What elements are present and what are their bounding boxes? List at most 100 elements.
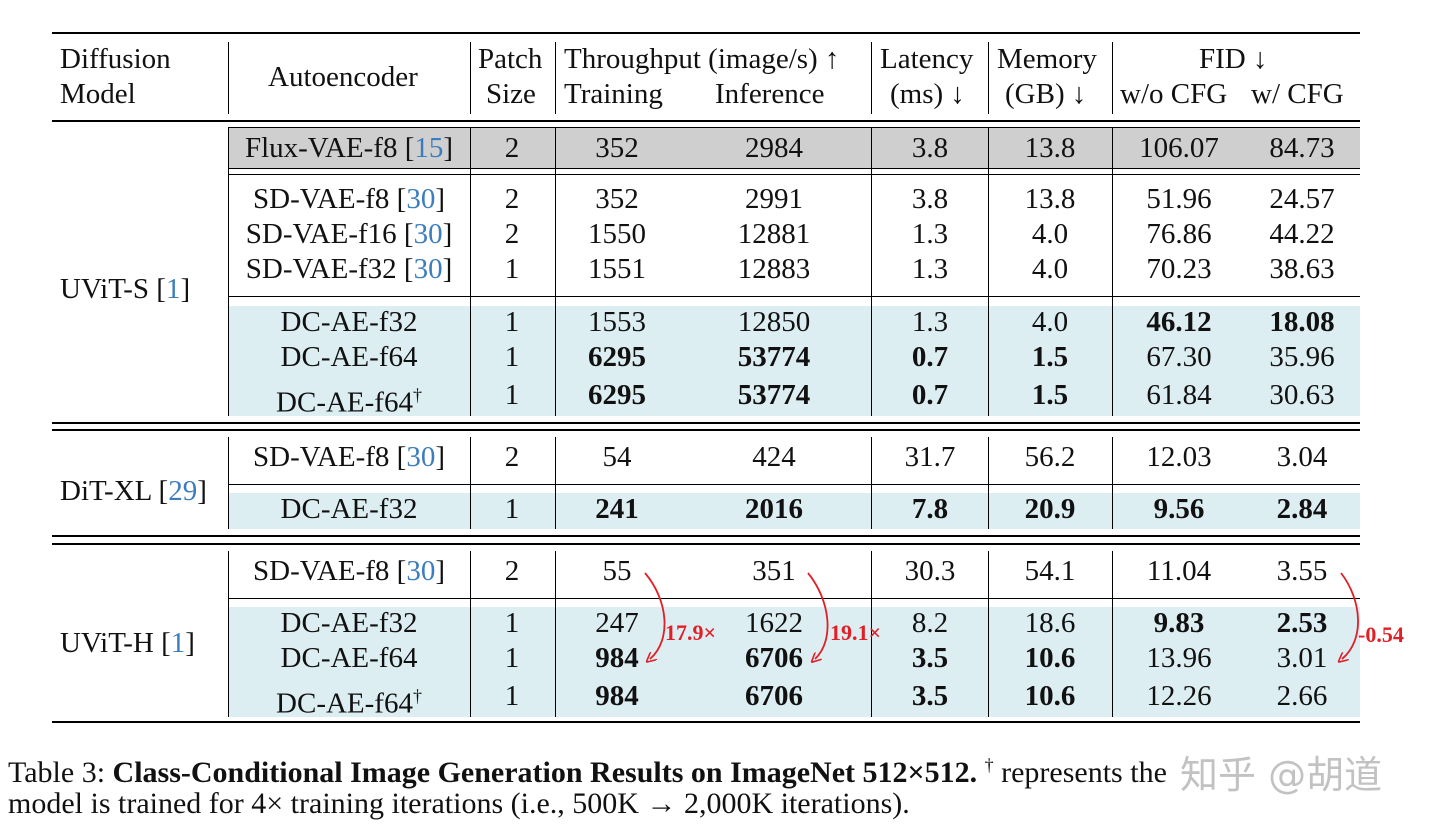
fid-w-cell: 24.57	[1269, 183, 1335, 215]
autoencoder-cell: DC-AE-f64†	[276, 377, 422, 421]
header-autoencoder: Autoencoder	[268, 61, 418, 93]
citation-link[interactable]: 30	[413, 218, 443, 250]
mem-cell: 4.0	[1031, 218, 1069, 250]
header-rule	[52, 120, 1360, 122]
group-rule	[52, 535, 1360, 537]
mem-cell: 54.1	[1024, 555, 1076, 587]
autoencoder-name: DC-AE-f64	[280, 341, 418, 373]
patch-cell: 2	[504, 132, 520, 164]
infer-cell: 6706	[745, 680, 803, 712]
train-cell: 984	[595, 680, 639, 712]
autoencoder-name: SD-VAE-f32	[245, 253, 397, 285]
caption-title: Class-Conditional Image Generation Resul…	[112, 756, 978, 789]
autoencoder-cell: SD-VAE-f8 [30]	[253, 183, 445, 215]
header-fid: FID ↓	[1199, 43, 1268, 75]
mem-cell: 20.9	[1024, 493, 1076, 525]
citation-link[interactable]: 30	[406, 441, 436, 473]
header-latency: (ms) ↓	[890, 78, 965, 110]
patch-cell: 2	[504, 183, 520, 215]
autoencoder-cell: SD-VAE-f32 [30]	[245, 253, 453, 285]
autoencoder-cell: DC-AE-f64†	[276, 678, 422, 722]
lat-cell: 3.5	[911, 680, 949, 712]
mem-cell: 4.0	[1031, 253, 1069, 285]
caption-label: Table 3:	[8, 756, 106, 789]
patch-cell: 1	[504, 379, 520, 411]
patch-cell: 1	[504, 607, 520, 639]
infer-cell: 2016	[745, 493, 803, 525]
rule	[228, 296, 1360, 297]
header-inference: Inference	[715, 78, 825, 110]
fid-w-cell: 30.63	[1269, 379, 1335, 411]
fid-w-cell: 18.08	[1269, 306, 1335, 338]
fid-w-cell: 2.84	[1276, 493, 1328, 525]
autoencoder-cell: DC-AE-f64	[281, 339, 418, 375]
autoencoder-name: SD-VAE-f8	[253, 441, 390, 473]
mem-cell: 10.6	[1024, 680, 1076, 712]
training-speedup-arrow	[644, 572, 666, 659]
header-diffusion-model: Diffusion	[60, 43, 171, 75]
train-cell: 1551	[588, 253, 646, 285]
header-diffusion-model: Model	[60, 78, 136, 110]
infer-cell: 1622	[745, 607, 803, 639]
mem-cell: 13.8	[1024, 132, 1076, 164]
fid-w-cell: 3.04	[1276, 441, 1328, 473]
fid-w-cell: 3.01	[1276, 642, 1328, 674]
train-cell: 352	[595, 132, 639, 164]
autoencoder-cell: DC-AE-f32	[281, 304, 418, 340]
infer-cell: 351	[752, 555, 796, 587]
fid-wo-cell: 11.04	[1146, 555, 1212, 587]
header-latency: Latency	[880, 43, 974, 75]
autoencoder-cell: Flux-VAE-f8 [15]	[244, 132, 454, 164]
header-fid-w-cfg: w/ CFG	[1251, 78, 1344, 110]
citation-link[interactable]: 30	[406, 183, 436, 215]
header-patch-size: Size	[486, 78, 536, 110]
rule	[228, 168, 1360, 169]
fid-wo-cell: 46.12	[1146, 306, 1212, 338]
lat-cell: 0.7	[911, 341, 949, 373]
fid-wo-cell: 106.07	[1139, 132, 1219, 164]
citation-link[interactable]: 15	[414, 132, 444, 164]
patch-cell: 1	[504, 493, 520, 525]
infer-cell: 2991	[745, 183, 803, 215]
group-label-uvit-h: UViT-H [1]	[60, 627, 195, 659]
train-cell: 1553	[588, 306, 646, 338]
fid-w-cell: 35.96	[1269, 341, 1335, 373]
fid-wo-cell: 51.96	[1146, 183, 1212, 215]
inference-speedup-label: 19.1×	[830, 620, 882, 645]
patch-cell: 1	[504, 306, 520, 338]
train-cell: 247	[595, 607, 639, 639]
citation-link[interactable]: 30	[413, 253, 443, 285]
fid-delta-label: -0.54	[1358, 622, 1404, 647]
rule	[228, 174, 1360, 175]
caption-text: represents the	[1001, 756, 1167, 789]
fid-wo-cell: 67.30	[1146, 341, 1212, 373]
rule	[228, 598, 1360, 599]
fid-w-cell: 84.73	[1269, 132, 1335, 164]
train-cell: 54	[602, 441, 632, 473]
autoencoder-name: DC-AE-f32	[280, 306, 418, 338]
flux-row-highlight	[228, 128, 1360, 168]
patch-cell: 1	[504, 642, 520, 674]
citation-link[interactable]: 30	[406, 555, 436, 587]
train-cell: 55	[602, 555, 632, 587]
uvit-s-dcae-highlight	[228, 306, 1360, 416]
group-label-uvit-s: UViT-S [1]	[60, 273, 191, 305]
train-cell: 241	[595, 493, 639, 525]
infer-cell: 53774	[737, 341, 811, 373]
fid-wo-cell: 9.83	[1153, 607, 1205, 639]
infer-cell: 12850	[737, 306, 811, 338]
patch-cell: 2	[504, 218, 520, 250]
train-cell: 6295	[588, 341, 646, 373]
mem-cell: 4.0	[1031, 306, 1069, 338]
infer-cell: 12881	[737, 218, 811, 250]
dagger-mark: †	[412, 385, 422, 405]
autoencoder-name: SD-VAE-f8	[253, 183, 390, 215]
table-caption: Table 3: Class-Conditional Image Generat…	[8, 746, 1167, 792]
fid-w-cell: 2.53	[1276, 607, 1328, 639]
group-rule	[52, 429, 1360, 431]
patch-cell: 2	[504, 441, 520, 473]
fid-w-cell: 2.66	[1276, 680, 1328, 712]
autoencoder-name: Flux-VAE-f8	[244, 132, 398, 164]
infer-cell: 12883	[737, 253, 811, 285]
